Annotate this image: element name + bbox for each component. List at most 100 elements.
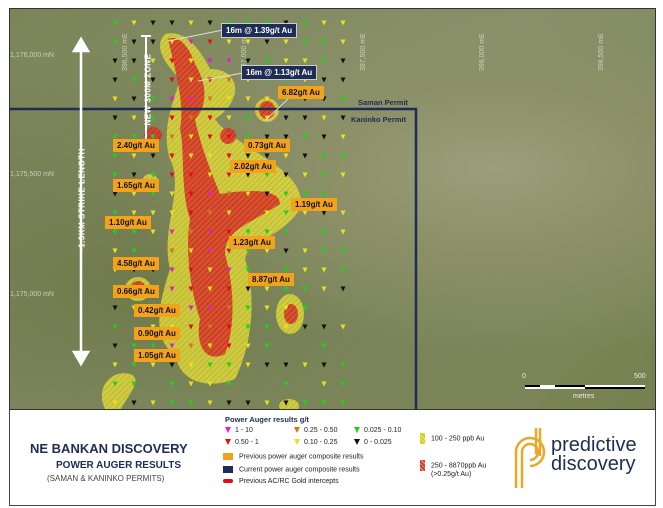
sample-point-marker (302, 172, 308, 178)
sample-point-marker (226, 77, 232, 83)
sample-point-marker (302, 324, 308, 330)
orange-swatch-icon (223, 453, 233, 460)
sample-point-marker (207, 210, 213, 216)
previous-result-label: 0.42g/t Au (134, 304, 180, 317)
sample-point-marker (169, 58, 175, 64)
sample-point-marker (245, 286, 251, 292)
sample-point-marker (169, 172, 175, 178)
sample-point-marker (321, 153, 327, 159)
sample-point-marker (283, 210, 289, 216)
previous-result-label: 0.90g/t Au (134, 327, 180, 340)
sample-point-marker (264, 58, 270, 64)
sample-point-marker (321, 286, 327, 292)
sample-point-marker (264, 305, 270, 311)
sample-point-marker (283, 229, 289, 235)
legend-ppb-high: 250 - 8870ppb Au (420, 460, 486, 471)
sample-point-marker (283, 248, 289, 254)
satellite-map[interactable]: 1,176,000 mN 1,175,500 mN 1,175,000 mN 3… (9, 8, 656, 410)
sample-point-marker (112, 134, 118, 140)
sample-point-marker (226, 305, 232, 311)
sample-point-marker (150, 229, 156, 235)
sample-point-marker (245, 400, 251, 406)
sample-point-marker (131, 343, 137, 349)
sample-point-marker (321, 229, 327, 235)
sample-point-marker (169, 210, 175, 216)
kaninko-permit-label: Kaninko Permit (351, 115, 407, 124)
strike-length-label: ~1.3KM STRIKE LENGTH (77, 148, 87, 253)
sample-point-marker (283, 172, 289, 178)
legend-panel: NE BANKAN DISCOVERY POWER AUGER RESULTS … (9, 410, 656, 506)
sample-point-marker (340, 381, 346, 387)
sample-point-marker (321, 172, 327, 178)
sample-point-marker (245, 305, 251, 311)
sample-point-marker (169, 153, 175, 159)
previous-result-label: 2.02g/t Au (230, 160, 276, 173)
sample-point-marker (188, 153, 194, 159)
legend-ppb-high-note: (>0.25g/t Au) (431, 471, 472, 478)
sample-point-marker (264, 191, 270, 197)
previous-result-label: 1.05g/t Au (134, 349, 180, 362)
sample-point-marker (245, 134, 251, 140)
sample-point-marker (226, 229, 232, 235)
sample-point-marker (207, 96, 213, 102)
sample-point-marker (112, 324, 118, 330)
sample-point-marker (188, 134, 194, 140)
sample-point-marker (131, 381, 137, 387)
sample-point-marker (131, 229, 137, 235)
sample-point-marker (340, 172, 346, 178)
sample-point-marker (264, 39, 270, 45)
sample-point-marker (169, 248, 175, 254)
sample-point-marker (188, 400, 194, 406)
sample-point-marker (112, 305, 118, 311)
sample-point-marker (302, 58, 308, 64)
sample-point-marker (226, 286, 232, 292)
sample-point-marker (169, 191, 175, 197)
sample-point-marker (169, 77, 175, 83)
northing-label: 1,175,000 mN (10, 291, 54, 298)
sample-point-marker (321, 248, 327, 254)
sample-point-marker (169, 20, 175, 26)
sample-point-marker (169, 134, 175, 140)
sample-point-marker (264, 153, 270, 159)
sample-point-marker (340, 286, 346, 292)
sample-point-marker (150, 96, 156, 102)
sample-point-marker (188, 229, 194, 235)
navy-swatch-icon (223, 466, 233, 473)
sample-point-marker (245, 343, 251, 349)
sample-point-marker (112, 343, 118, 349)
northing-label: 1,175,500 mN (10, 171, 54, 178)
sample-point-marker (264, 400, 270, 406)
sample-point-marker (131, 20, 137, 26)
sample-point-marker (245, 267, 251, 273)
sample-point-marker (150, 400, 156, 406)
sample-point-marker (131, 39, 137, 45)
sample-point-marker (283, 305, 289, 311)
sample-point-marker (131, 115, 137, 121)
sample-point-marker (283, 324, 289, 330)
sample-point-marker (188, 362, 194, 368)
sample-point-marker (226, 96, 232, 102)
sample-point-marker (226, 400, 232, 406)
current-result-label: 16m @ 1.13g/t Au (241, 65, 318, 80)
leader-lines (167, 29, 291, 122)
sample-point-marker (207, 343, 213, 349)
triangle-icon (294, 439, 300, 446)
sample-point-marker (131, 134, 137, 140)
sample-point-marker (169, 96, 175, 102)
sample-point-marker (131, 172, 137, 178)
sample-point-marker (150, 115, 156, 121)
sample-point-marker (283, 362, 289, 368)
sample-point-marker (207, 115, 213, 121)
sample-point-marker (245, 248, 251, 254)
sample-point-marker (169, 267, 175, 273)
sample-point-marker (150, 77, 156, 83)
triangle-icon (225, 427, 231, 434)
previous-result-label: 4.58g/t Au (113, 257, 159, 270)
sample-point-marker (226, 324, 232, 330)
sample-point-marker (283, 381, 289, 387)
sample-point-marker (188, 286, 194, 292)
sample-point-marker (340, 210, 346, 216)
sample-point-marker (264, 229, 270, 235)
sample-point-marker (245, 324, 251, 330)
sample-point-marker (188, 172, 194, 178)
